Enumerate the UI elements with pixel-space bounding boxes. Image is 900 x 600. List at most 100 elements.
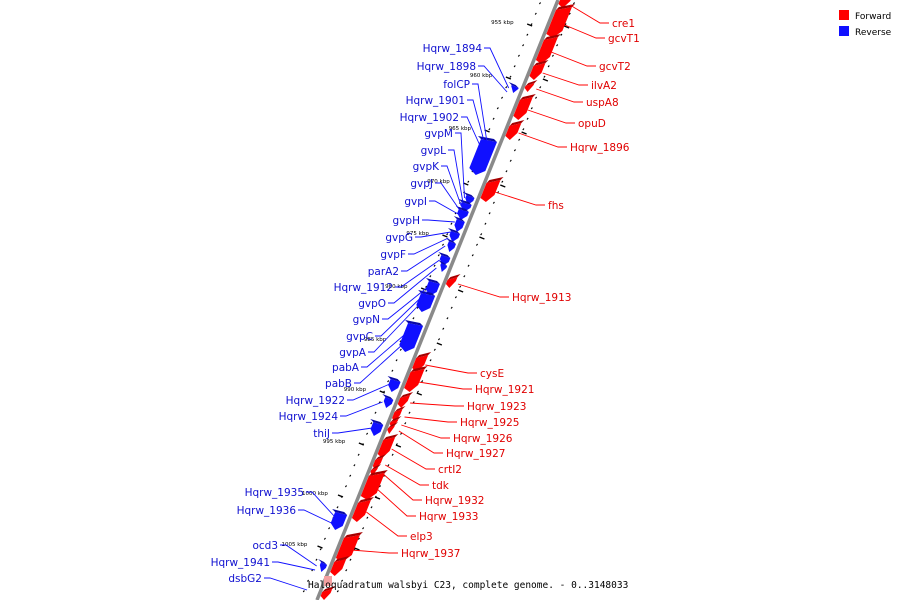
reverse-gene-label: gvpJ — [410, 178, 433, 190]
forward-gene-label: gcvT1 — [608, 33, 640, 45]
reverse-gene-label: gvpK — [413, 161, 441, 173]
forward-gene-body — [320, 589, 333, 600]
forward-gene-bevel — [509, 120, 525, 126]
forward-gene-bevel — [410, 366, 428, 372]
reverse-gene-label: Hqrw_1924 — [279, 411, 339, 423]
gene-leader-line — [375, 291, 428, 337]
forward-gene-label: Hqrw_1937 — [401, 548, 460, 560]
reverse-gene-label: parA2 — [368, 266, 399, 278]
reverse-gene-body — [319, 562, 328, 572]
gene-leader-line — [429, 200, 459, 215]
forward-gene-body — [387, 425, 396, 434]
gene-leader-line — [569, 4, 609, 24]
reverse-gene-label: Hqrw_1902 — [400, 112, 459, 124]
reverse-gene-label: Hqrw_1935 — [245, 487, 304, 499]
forward-gene-body — [546, 7, 572, 38]
reverse-gene-label: thiJ — [313, 428, 330, 440]
forward-gene — [320, 586, 336, 600]
reverse-gene-label: Hqrw_1901 — [406, 95, 465, 107]
gene-leader-line — [550, 51, 596, 67]
reverse-gene-bevel — [445, 238, 456, 244]
gene-leader-line — [347, 383, 390, 401]
reverse-gene-label: ocd3 — [252, 540, 278, 552]
forward-gene-label: cysE — [480, 368, 504, 380]
forward-gene-body — [505, 123, 522, 140]
forward-gene-label: crtI2 — [438, 464, 462, 476]
forward-gene — [360, 470, 388, 500]
gene-leader-line — [435, 182, 461, 211]
gene-leader-line — [455, 132, 465, 199]
forward-gene-label: Hqrw_1921 — [475, 384, 534, 396]
reverse-gene-body — [511, 85, 519, 93]
legend-reverse-label: Reverse — [855, 28, 892, 38]
gene-leader-line — [272, 561, 316, 571]
reverse-gene — [438, 260, 448, 272]
forward-gene-bevel — [394, 406, 406, 412]
forward-gene — [351, 497, 374, 522]
gene-leader-line — [388, 267, 437, 304]
forward-gene-body — [397, 395, 411, 408]
forward-gene-label: tdk — [432, 480, 450, 492]
forward-gene-body — [377, 437, 396, 458]
reverse-gene-bevel — [448, 228, 461, 234]
gene-leader-line — [536, 88, 583, 103]
forward-gene — [558, 0, 571, 8]
forward-gene-body — [524, 83, 535, 92]
reverse-gene-body — [370, 422, 384, 436]
tick-label: 985 kbp — [364, 337, 387, 343]
reverse-gene-label: gvpM — [424, 128, 453, 140]
reverse-gene-label: gvpI — [404, 196, 427, 208]
forward-gene-body — [529, 63, 546, 80]
forward-gene-label: gcvT2 — [599, 61, 631, 73]
reverse-gene-label: dsbG2 — [228, 573, 262, 585]
reverse-genes: Hqrw_1894 Hqrw_1898 folCP Hqrw_1901 Hqrw_190… — [211, 43, 519, 591]
tick-label: 970 kbp — [427, 179, 450, 185]
reverse-gene-bevel — [405, 320, 424, 326]
reverse-gene-bevel — [387, 376, 401, 382]
reverse-gene — [469, 136, 497, 175]
forward-gene-label: uspA8 — [586, 97, 619, 109]
reverse-gene-body — [399, 323, 424, 352]
forward-gene-bevel — [486, 177, 504, 183]
forward-gene-label: Hqrw_1933 — [419, 511, 478, 523]
gene-leader-line — [448, 149, 464, 203]
forward-gene-bevel — [371, 464, 382, 470]
reverse-gene-label: Hqrw_1936 — [237, 505, 297, 517]
forward-gene — [412, 352, 432, 372]
gene-leader-line — [340, 401, 383, 417]
forward-gene-bevel — [519, 94, 536, 100]
forward-gene — [397, 392, 414, 408]
gene-leader-line — [527, 109, 575, 124]
reverse-gene-label: Hqrw_1941 — [211, 557, 270, 569]
forward-gene-label: cre1 — [612, 18, 635, 30]
reverse-gene — [453, 216, 465, 232]
reverse-gene — [382, 394, 394, 408]
reverse-gene — [387, 376, 401, 392]
reverse-gene — [425, 278, 440, 296]
forward-gene-body — [404, 369, 425, 392]
forward-gene-label: fhs — [548, 200, 564, 212]
reverse-gene-label: pabA — [332, 362, 360, 374]
forward-gene-bevel — [543, 34, 561, 40]
gene-leader-line — [395, 259, 440, 288]
reverse-gene — [445, 238, 456, 252]
forward-gene-label: Hqrw_1926 — [453, 433, 513, 445]
forward-gene-label: Hqrw_1932 — [425, 495, 484, 507]
gene-leader-line — [494, 191, 545, 206]
forward-gene-bevel — [322, 586, 336, 592]
reverse-gene-label: folCP — [443, 79, 470, 91]
forward-gene-body — [558, 0, 571, 8]
gene-leader-line — [375, 487, 416, 517]
gene-leader-line — [457, 283, 509, 298]
reverse-gene-body — [457, 209, 469, 220]
reverse-gene-bevel — [370, 419, 384, 425]
gene-leader-line — [404, 416, 457, 423]
reverse-gene-bevel — [318, 559, 328, 565]
reverse-gene — [508, 82, 519, 93]
forward-gene-body — [335, 535, 360, 562]
tick-label: 990 kbp — [344, 387, 367, 393]
gene-leader-line — [381, 472, 422, 501]
forward-gene — [505, 120, 525, 140]
gene-leader-line — [280, 544, 317, 567]
forward-gene-body — [513, 97, 533, 120]
